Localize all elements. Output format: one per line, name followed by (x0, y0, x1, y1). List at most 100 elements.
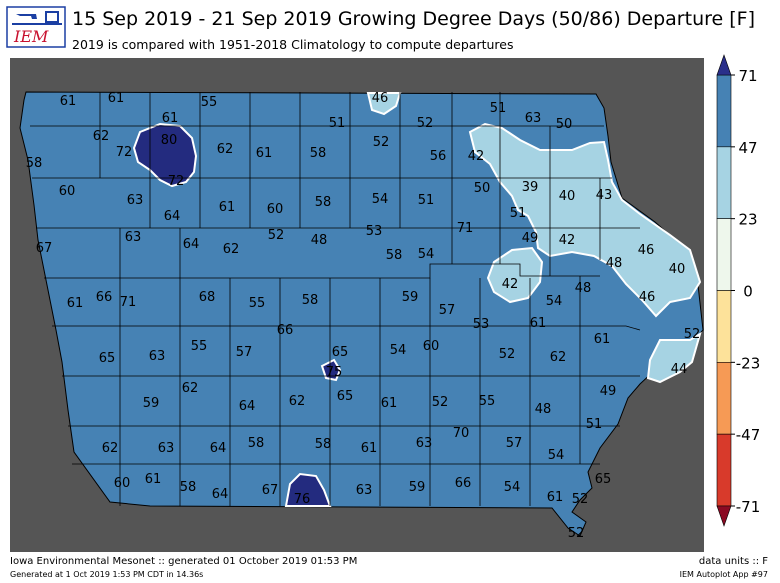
county-value: 54 (504, 480, 521, 495)
light-region-top (366, 92, 402, 116)
county-value: 59 (402, 290, 419, 305)
colorbar-tick-label: 47 (738, 139, 757, 157)
county-value: 51 (418, 193, 435, 208)
colorbar-bin (716, 290, 732, 363)
county-value: 57 (506, 436, 523, 451)
colorbar-tick-label: -47 (736, 426, 761, 444)
county-value: 58 (26, 156, 43, 171)
county-value: 63 (525, 111, 542, 126)
county-value: 63 (127, 193, 144, 208)
map-title: 15 Sep 2019 - 21 Sep 2019 Growing Degree… (72, 8, 755, 30)
colorbar-tick-label: -23 (736, 354, 761, 372)
footer-units: data units :: F (698, 556, 768, 567)
colorbar-bin (716, 218, 732, 291)
county-value: 58 (248, 436, 265, 451)
county-value: 61 (108, 91, 125, 106)
county-value: 60 (267, 202, 284, 217)
county-value: 65 (332, 345, 349, 360)
county-value: 72 (116, 145, 133, 160)
footer-app: IEM Autoplot App #97 (679, 570, 768, 579)
county-value: 42 (559, 233, 576, 248)
county-value: 66 (96, 290, 113, 305)
county-value: 58 (310, 146, 327, 161)
county-value: 52 (568, 526, 585, 541)
map-subtitle: 2019 is compared with 1951-2018 Climatol… (72, 37, 514, 52)
colorbar-bin (716, 362, 732, 435)
county-value: 71 (120, 295, 137, 310)
logo-text: IEM (13, 27, 49, 46)
light-region-northeast (468, 122, 702, 318)
county-value: 40 (669, 262, 686, 277)
county-value: 72 (168, 174, 185, 189)
county-value: 55 (201, 95, 218, 110)
county-value: 62 (217, 142, 234, 157)
county-value: 64 (210, 441, 227, 456)
county-value: 46 (638, 243, 655, 258)
county-value: 52 (684, 327, 701, 342)
county-value: 71 (457, 221, 474, 236)
county-value: 64 (212, 487, 229, 502)
county-value: 51 (329, 116, 346, 131)
county-value: 55 (191, 339, 208, 354)
county-value: 64 (239, 399, 256, 414)
county-value: 52 (499, 347, 516, 362)
county-value: 52 (417, 116, 434, 131)
county-value: 50 (474, 181, 491, 196)
county-value: 58 (315, 195, 332, 210)
county-value: 60 (59, 184, 76, 199)
value-labels: 61 61 55 46 51 63 50 61 51 52 62 80 62 61 58 52 56 42 58 72… (26, 91, 701, 541)
county-value: 44 (671, 362, 688, 377)
county-value: 66 (277, 323, 294, 338)
county-value: 70 (453, 426, 470, 441)
county-value: 54 (546, 294, 563, 309)
county-value: 61 (381, 396, 398, 411)
county-value: 53 (366, 224, 383, 239)
light-region-southeast (646, 331, 702, 384)
county-value: 50 (556, 117, 573, 132)
county-value: 48 (311, 233, 328, 248)
county-value: 48 (575, 281, 592, 296)
county-value: 63 (149, 349, 166, 364)
county-value: 54 (418, 247, 435, 262)
county-value: 48 (606, 256, 623, 271)
footer-generated-small: Generated at 1 Oct 2019 1:53 PM CDT in 1… (10, 570, 204, 579)
county-value: 54 (390, 343, 407, 358)
colorbar-tick-label: -71 (736, 498, 761, 516)
county-value: 60 (423, 339, 440, 354)
colorbar: 71 47 23 0 -23 -47 -71 (716, 54, 761, 527)
county-value: 46 (372, 91, 389, 106)
county-value: 61 (219, 200, 236, 215)
colorbar-tick-label: 0 (743, 283, 753, 301)
county-value: 64 (164, 209, 181, 224)
county-value: 61 (162, 111, 179, 126)
colorbar-bin (716, 146, 732, 219)
county-value: 39 (522, 180, 539, 195)
colorbar-tick-label: 71 (738, 67, 757, 85)
county-value: 64 (183, 237, 200, 252)
colorbar-bin (716, 74, 732, 148)
county-value: 40 (559, 189, 576, 204)
county-value: 67 (36, 241, 53, 256)
county-lines (30, 92, 641, 506)
county-value: 58 (315, 437, 332, 452)
county-value: 65 (337, 389, 354, 404)
county-value: 57 (236, 345, 253, 360)
county-value: 62 (223, 242, 240, 257)
footer-generated: Iowa Environmental Mesonet :: generated … (10, 556, 358, 567)
county-value: 63 (416, 436, 433, 451)
county-value: 42 (502, 277, 519, 292)
county-value: 80 (161, 133, 178, 148)
county-value: 55 (479, 394, 496, 409)
county-value: 61 (530, 316, 547, 331)
county-value: 42 (468, 149, 485, 164)
county-value: 57 (439, 303, 456, 318)
county-value: 58 (302, 293, 319, 308)
county-value: 62 (182, 381, 199, 396)
county-value: 61 (67, 296, 84, 311)
colorbar-tick-label: 23 (738, 211, 757, 229)
county-value: 68 (199, 290, 216, 305)
county-value: 62 (93, 129, 110, 144)
county-value: 49 (600, 384, 617, 399)
county-value: 63 (125, 230, 142, 245)
